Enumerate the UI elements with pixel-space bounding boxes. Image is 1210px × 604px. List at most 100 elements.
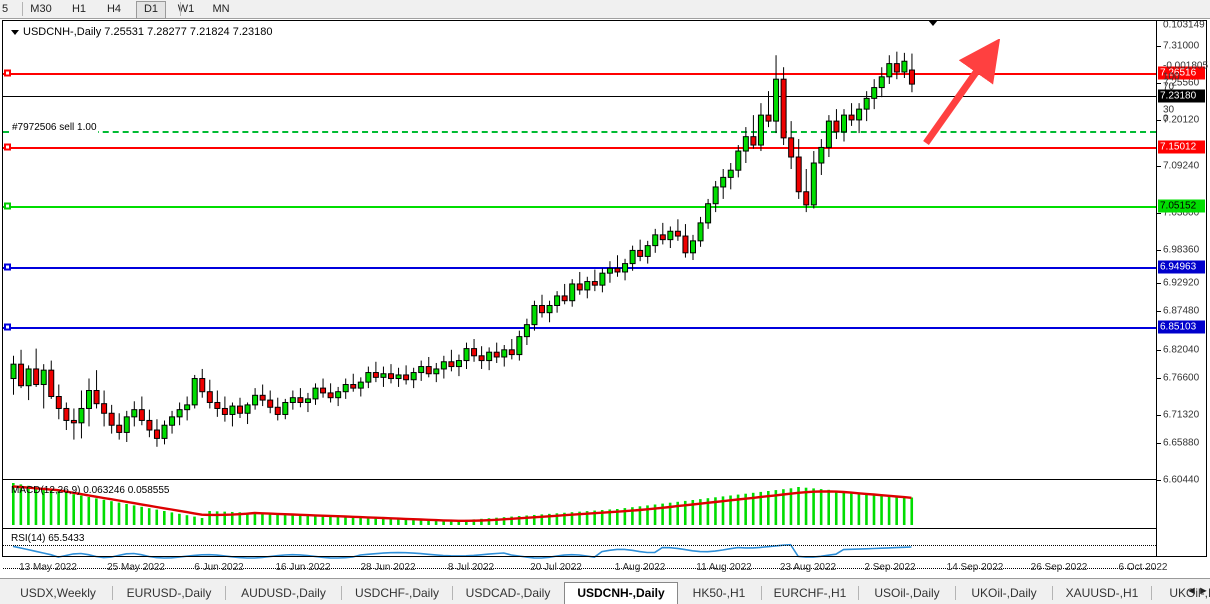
price-tag-705152[interactable]: 7.05152 — [1158, 199, 1205, 213]
price-tick-label: 7.03800 — [1163, 207, 1200, 219]
price-tick-label: 6.60440 — [1163, 474, 1200, 486]
tab-scroll-left-button[interactable]: ◄ — [1186, 585, 1197, 597]
price-tick — [1157, 350, 1161, 351]
tab-separator — [858, 586, 859, 600]
date-axis-label: 6 Jun 2022 — [194, 562, 244, 573]
chart-tab-usdcnh-daily[interactable]: USDCNH-,Daily — [564, 582, 678, 604]
timeframe-toolbar: 5 M30 H1 H4 D1 W1 MN — [0, 0, 1210, 19]
resistance-line-726516[interactable] — [3, 73, 1156, 75]
timeframe-button-d1[interactable]: D1 — [136, 1, 166, 19]
pane-separator-rsi[interactable] — [3, 528, 1156, 529]
date-axis-label: 13 May 2022 — [19, 562, 77, 573]
chart-tab-hk50-h1[interactable]: HK50-,H1 — [692, 586, 746, 600]
tab-separator — [341, 586, 342, 600]
tab-separator — [761, 586, 762, 600]
price-tick-label: 7.09240 — [1163, 160, 1200, 172]
chart-tab-eurusd-daily[interactable]: EURUSD-,Daily — [126, 586, 212, 600]
rsi-level-70 — [3, 545, 1156, 546]
support-line-694963[interactable] — [3, 267, 1156, 269]
price-tag-685103[interactable]: 6.85103 — [1158, 320, 1205, 334]
tab-separator — [112, 586, 113, 600]
tab-separator — [1151, 586, 1152, 600]
macd-scale-bottom: -0.001805 — [1163, 60, 1209, 72]
chart-tab-ukoil-daily[interactable]: UKOil-,Daily — [1169, 586, 1210, 600]
date-axis-label: 14 Sep 2022 — [946, 562, 1004, 573]
price-tick-label: 6.76600 — [1163, 372, 1200, 384]
date-axis-label: 23 Aug 2022 — [779, 562, 837, 573]
handle-support-694963[interactable] — [4, 263, 11, 271]
rsi-level-label-100: 100 — [1163, 71, 1180, 83]
price-tag-715012[interactable]: 7.15012 — [1158, 140, 1205, 154]
tab-separator — [1052, 586, 1053, 600]
handle-resistance-726516[interactable] — [4, 69, 11, 77]
timeframe-button-h4[interactable]: H4 — [106, 3, 122, 15]
price-scale[interactable]: 7.31000 7.25560 7.20120 7.09240 7.03800 6.983… — [1156, 20, 1209, 556]
chart-tab-eurchf-h1[interactable]: EURCHF-,H1 — [773, 586, 847, 600]
chart-tab-bar: USDX,Weekly EURUSD-,Daily AUDUSD-,Daily USD… — [0, 578, 1210, 604]
resistance-line-715012[interactable] — [3, 147, 1156, 149]
timeframe-button-w1[interactable]: W1 — [177, 3, 195, 15]
price-tick-label: 6.87480 — [1163, 305, 1200, 317]
rsi-label: RSI(14) 65.5433 — [11, 533, 85, 544]
order-line-7972506[interactable] — [3, 131, 1156, 133]
price-tick — [1157, 213, 1161, 214]
tab-separator — [955, 586, 956, 600]
price-tick-label: 6.92920 — [1163, 277, 1200, 289]
tab-separator — [452, 586, 453, 600]
tab-scroll-right-button[interactable]: ► — [1198, 585, 1209, 597]
order-label[interactable]: #7972506 sell 1.00 — [11, 122, 98, 133]
date-axis-label: 20 Jul 2022 — [530, 562, 582, 573]
timeframe-button-m30[interactable]: M30 — [30, 3, 52, 15]
chart-tab-ukoil-daily[interactable]: UKOil-,Daily — [971, 586, 1037, 600]
date-axis-label: 28 Jun 2022 — [360, 562, 416, 573]
support-line-705152[interactable] — [3, 206, 1156, 208]
date-axis-label: 2 Sep 2022 — [864, 562, 916, 573]
crosshair-marker-icon — [928, 20, 938, 26]
date-axis-label: 8 Jul 2022 — [447, 562, 495, 573]
rsi-level-label-0: 0 — [1163, 113, 1169, 125]
price-tick — [1157, 166, 1161, 167]
macd-label: MACD(12,26,9) 0.063246 0.058555 — [11, 485, 170, 496]
chart-tab-usdcad-daily[interactable]: USDCAD-,Daily — [465, 586, 551, 600]
price-tick-label: 6.71320 — [1163, 409, 1200, 421]
price-tick — [1157, 120, 1161, 121]
chart-tab-xauusd-h1[interactable]: XAUUSD-,H1 — [1065, 586, 1139, 600]
chart-tab-usoil-daily[interactable]: USOil-,Daily — [874, 586, 940, 600]
chart-header[interactable]: USDCNH-,Daily 7.25531 7.28277 7.21824 7.… — [11, 26, 273, 38]
chart-tab-audusd-daily[interactable]: AUDUSD-,Daily — [241, 586, 326, 600]
chart-collapse-icon[interactable] — [11, 29, 19, 35]
price-tag-694963[interactable]: 6.94963 — [1158, 260, 1205, 274]
chart-tab-usdchf-daily[interactable]: USDCHF-,Daily — [355, 586, 439, 600]
price-tag-723180[interactable]: 7.23180 — [1158, 89, 1205, 103]
date-axis-label: 26 Sep 2022 — [1030, 562, 1088, 573]
price-tag-726516[interactable]: 7.26516 — [1158, 66, 1205, 80]
tab-separator — [225, 586, 226, 600]
date-axis — [3, 556, 1156, 557]
rsi-level-label-70: 70 — [1163, 81, 1175, 93]
bullish-arrow-annotation[interactable] — [908, 39, 1018, 154]
timeframe-button-h1[interactable]: H1 — [71, 3, 87, 15]
timeframe-button-mn[interactable]: MN — [212, 3, 230, 15]
price-tick — [1157, 415, 1161, 416]
price-tick — [1157, 378, 1161, 379]
last-price-line — [3, 96, 1156, 97]
handle-support-685103[interactable] — [4, 323, 11, 331]
rsi-level-30 — [3, 568, 1156, 569]
handle-support-705152[interactable] — [4, 202, 11, 210]
pane-separator-macd[interactable] — [3, 479, 1156, 480]
support-line-685103[interactable] — [3, 327, 1156, 329]
rsi-level-label-30: 30 — [1163, 104, 1175, 116]
price-tick — [1157, 283, 1161, 284]
price-tick-label: 7.25560 — [1163, 77, 1200, 89]
candlestick-series — [10, 51, 915, 447]
chart-tab-usdx-weekly[interactable]: USDX,Weekly — [20, 586, 96, 600]
timeframe-button-5[interactable]: 5 — [1, 3, 9, 15]
price-tick — [1157, 443, 1161, 444]
date-axis-label: 11 Aug 2022 — [696, 562, 752, 573]
handle-resistance-715012[interactable] — [4, 143, 11, 151]
toolbar-separator — [180, 2, 181, 16]
price-tick-label: 7.31000 — [1163, 40, 1200, 52]
chart-symbol-ohlc: USDCNH-,Daily 7.25531 7.28277 7.21824 7.… — [23, 26, 273, 38]
chart-area[interactable]: USDCNH-,Daily 7.25531 7.28277 7.21824 7.… — [2, 20, 1209, 573]
